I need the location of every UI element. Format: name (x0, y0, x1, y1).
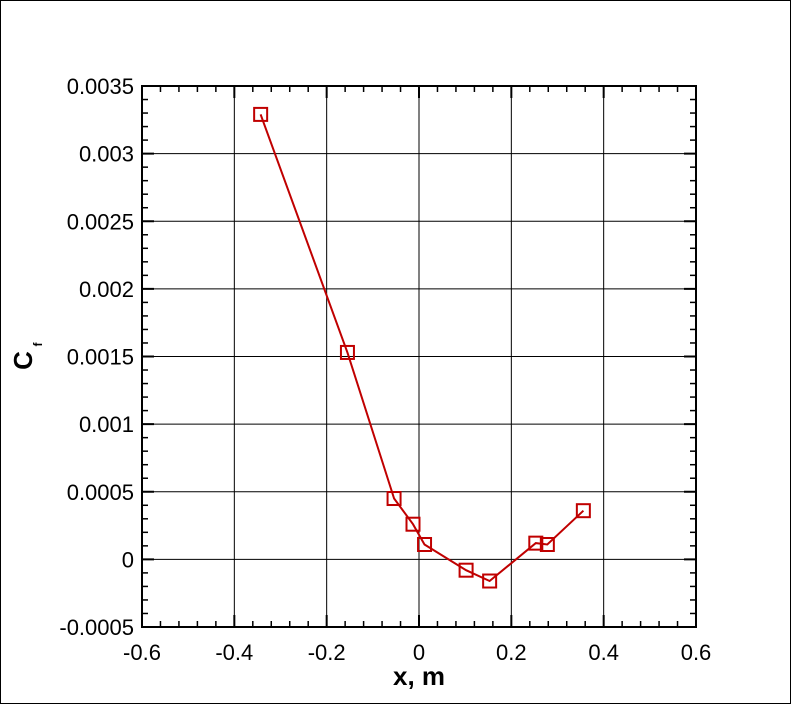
y-axis-title: C (8, 351, 38, 370)
x-tick-label: 0.4 (588, 640, 619, 665)
data-point-marker (482, 573, 498, 589)
data-point-marker (339, 344, 355, 360)
data-point-marker (539, 536, 555, 552)
y-tick-label: 0.0035 (67, 74, 134, 99)
x-axis-ticks: -0.6 -0.4 -0.2 0 0.2 0.4 0.6 (123, 86, 711, 665)
y-tick-label: 0.002 (79, 277, 134, 302)
cf-series-line (259, 114, 585, 583)
data-point-marker (458, 562, 474, 578)
y-tick-label: 0.003 (79, 142, 134, 167)
data-point-marker (386, 491, 402, 507)
grid (141, 85, 697, 628)
x-tick-label: 0 (413, 640, 425, 665)
y-tick-label: 0.0005 (67, 480, 134, 505)
y-tick-label: 0 (122, 547, 134, 572)
data-point-marker (405, 516, 421, 532)
data-point-marker (575, 503, 591, 519)
x-axis-title: x, m (393, 661, 445, 691)
data-point-marker (253, 106, 269, 122)
y-tick-label: -0.0005 (59, 615, 134, 640)
y-tick-label: 0.0015 (67, 345, 134, 370)
y-axis-ticks: -0.0005 0 0.0005 0.001 0.0015 0.002 0.0025 0.00… (59, 74, 696, 640)
data-point-marker (417, 536, 433, 552)
x-tick-label: -0.6 (123, 640, 161, 665)
x-tick-label: -0.4 (215, 640, 253, 665)
x-tick-label: 0.6 (681, 640, 712, 665)
y-tick-label: 0.0025 (67, 209, 134, 234)
x-tick-label: 0.2 (496, 640, 527, 665)
y-axis-title-group: C f (8, 342, 45, 370)
data-point-marker (528, 535, 544, 551)
x-tick-label: -0.2 (308, 640, 346, 665)
y-axis-title-subscript: f (31, 342, 45, 347)
y-tick-label: 0.001 (79, 412, 134, 437)
series-layer (253, 106, 591, 589)
